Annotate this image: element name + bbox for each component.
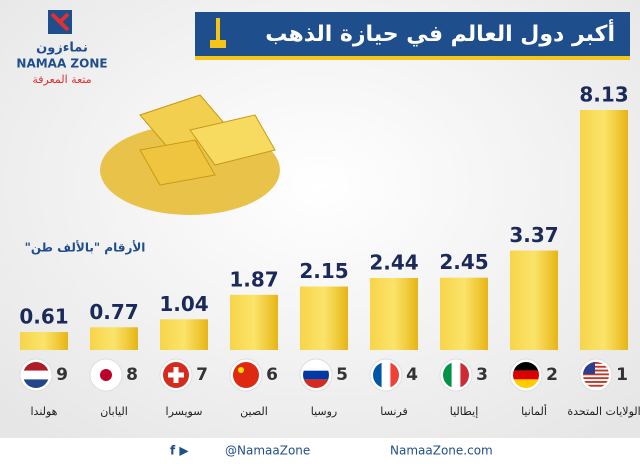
value-label: 3.37 xyxy=(509,223,558,247)
flag-stripe xyxy=(303,362,329,371)
bar xyxy=(160,319,208,350)
social-icons: f ▶ xyxy=(170,444,189,458)
logo-tagline: متعة المعرفة xyxy=(32,73,91,86)
flag-stripe xyxy=(303,370,329,380)
flag-stripe xyxy=(513,379,539,388)
flag xyxy=(513,362,539,388)
flag-stripe xyxy=(443,362,452,388)
bar xyxy=(300,286,348,350)
flag-stripe xyxy=(583,362,609,364)
value-label: 2.15 xyxy=(299,259,348,283)
rank-label: 9 xyxy=(56,365,68,385)
bar xyxy=(90,327,138,350)
flag-stripe xyxy=(583,365,609,368)
rank-label: 1 xyxy=(616,365,628,385)
x-tick-label: إيطاليا xyxy=(450,405,479,418)
flag-field xyxy=(233,362,259,388)
chart-title: أكبر دول العالم في حيازة الذهب xyxy=(265,18,615,47)
value-label: 1.87 xyxy=(229,267,278,291)
bar xyxy=(510,250,558,350)
flag-stripe xyxy=(23,370,49,380)
flag xyxy=(93,362,119,388)
flag xyxy=(303,362,329,388)
flag-stripe xyxy=(583,369,609,372)
value-label: 2.44 xyxy=(369,250,418,274)
bar xyxy=(230,294,278,350)
footer-site: NamaaZone.com xyxy=(390,444,493,458)
flag xyxy=(373,362,399,388)
flag xyxy=(233,362,259,388)
value-label: 2.45 xyxy=(439,250,488,274)
rank-label: 4 xyxy=(406,365,418,385)
unit-note: الأرقام "بالألف طن" xyxy=(25,240,146,256)
gold-illustration xyxy=(100,94,280,215)
bar xyxy=(370,277,418,350)
flag-stripe xyxy=(390,362,399,388)
rank-label: 8 xyxy=(126,365,138,385)
flag-stripe xyxy=(513,362,539,371)
x-tick-label: فرنسا xyxy=(380,405,408,418)
flag-stripe xyxy=(381,362,391,388)
bar xyxy=(440,277,488,350)
value-label: 0.77 xyxy=(89,300,138,324)
logo-arabic: نماءزون xyxy=(36,41,88,56)
x-tick-label: ألمانيا xyxy=(521,404,547,418)
trophy-icon xyxy=(210,18,226,48)
x-tick-label: اليابان xyxy=(100,405,128,418)
flag-stripe xyxy=(460,362,469,388)
x-tick-label: سويسرا xyxy=(166,405,203,418)
flag-cross xyxy=(168,372,184,378)
flag-star xyxy=(238,367,244,373)
flag-stripe xyxy=(583,384,609,387)
flag xyxy=(443,362,469,388)
flag-stripe xyxy=(303,379,329,388)
footer-handle: @NamaaZone xyxy=(225,444,310,458)
value-label: 1.04 xyxy=(159,292,208,316)
bar xyxy=(20,331,68,350)
value-label: 8.13 xyxy=(579,83,628,107)
title-underline xyxy=(195,56,630,60)
logo-latin: NAMAA ZONE xyxy=(16,57,107,71)
rank-label: 6 xyxy=(266,365,278,385)
flag-stripe xyxy=(23,379,49,388)
flag xyxy=(583,362,609,387)
value-label: 0.61 xyxy=(19,304,68,328)
rank-label: 2 xyxy=(546,365,558,385)
x-tick-label: الصين xyxy=(240,405,268,418)
flag xyxy=(23,362,49,388)
flag-stripe xyxy=(373,362,382,388)
logo: نماءزون NAMAA ZONE متعة المعرفة xyxy=(16,10,108,86)
bar xyxy=(580,110,628,350)
x-tick-label: روسيا xyxy=(311,405,338,418)
flag-stripe xyxy=(583,373,609,376)
title-bar xyxy=(195,12,630,56)
footer-bar xyxy=(0,438,640,464)
flag-stripe xyxy=(583,377,609,380)
logo-mark-line xyxy=(50,12,70,32)
flag-stripe xyxy=(583,381,609,383)
flag-disc xyxy=(100,369,112,381)
flag-stripe xyxy=(451,362,461,388)
flag xyxy=(163,362,189,388)
rank-label: 7 xyxy=(196,365,208,385)
x-tick-label: هولندا xyxy=(31,405,58,418)
rank-label: 3 xyxy=(476,365,488,385)
flag-stripe xyxy=(513,370,539,380)
flag-stripe xyxy=(23,362,49,371)
rank-label: 5 xyxy=(336,365,348,385)
x-tick-label: الولايات المتحدة xyxy=(567,405,640,418)
